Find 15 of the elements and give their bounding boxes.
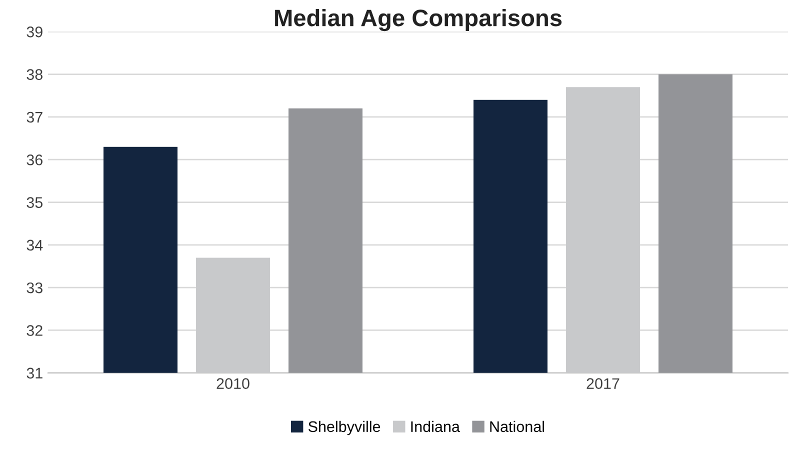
y-tick-label: 32 [26,325,42,336]
y-tick-label: 37 [26,112,42,123]
x-tick-label: 2010 [216,378,250,389]
x-tick-label: 2017 [586,378,620,389]
y-tick-label: 35 [26,197,42,208]
chart-title: Median Age Comparisons [275,8,562,32]
y-tick-label: 38 [26,69,42,80]
legend-label: Shelbyville [308,420,380,436]
y-tick-label: 39 [26,26,42,38]
legend-label: National [490,420,544,432]
y-tick-label: 36 [26,154,42,166]
y-tick-label: 33 [26,282,42,294]
legend-label: Indiana [411,420,460,432]
y-tick-label: 34 [26,240,43,251]
y-tick-label: 31 [26,368,42,379]
